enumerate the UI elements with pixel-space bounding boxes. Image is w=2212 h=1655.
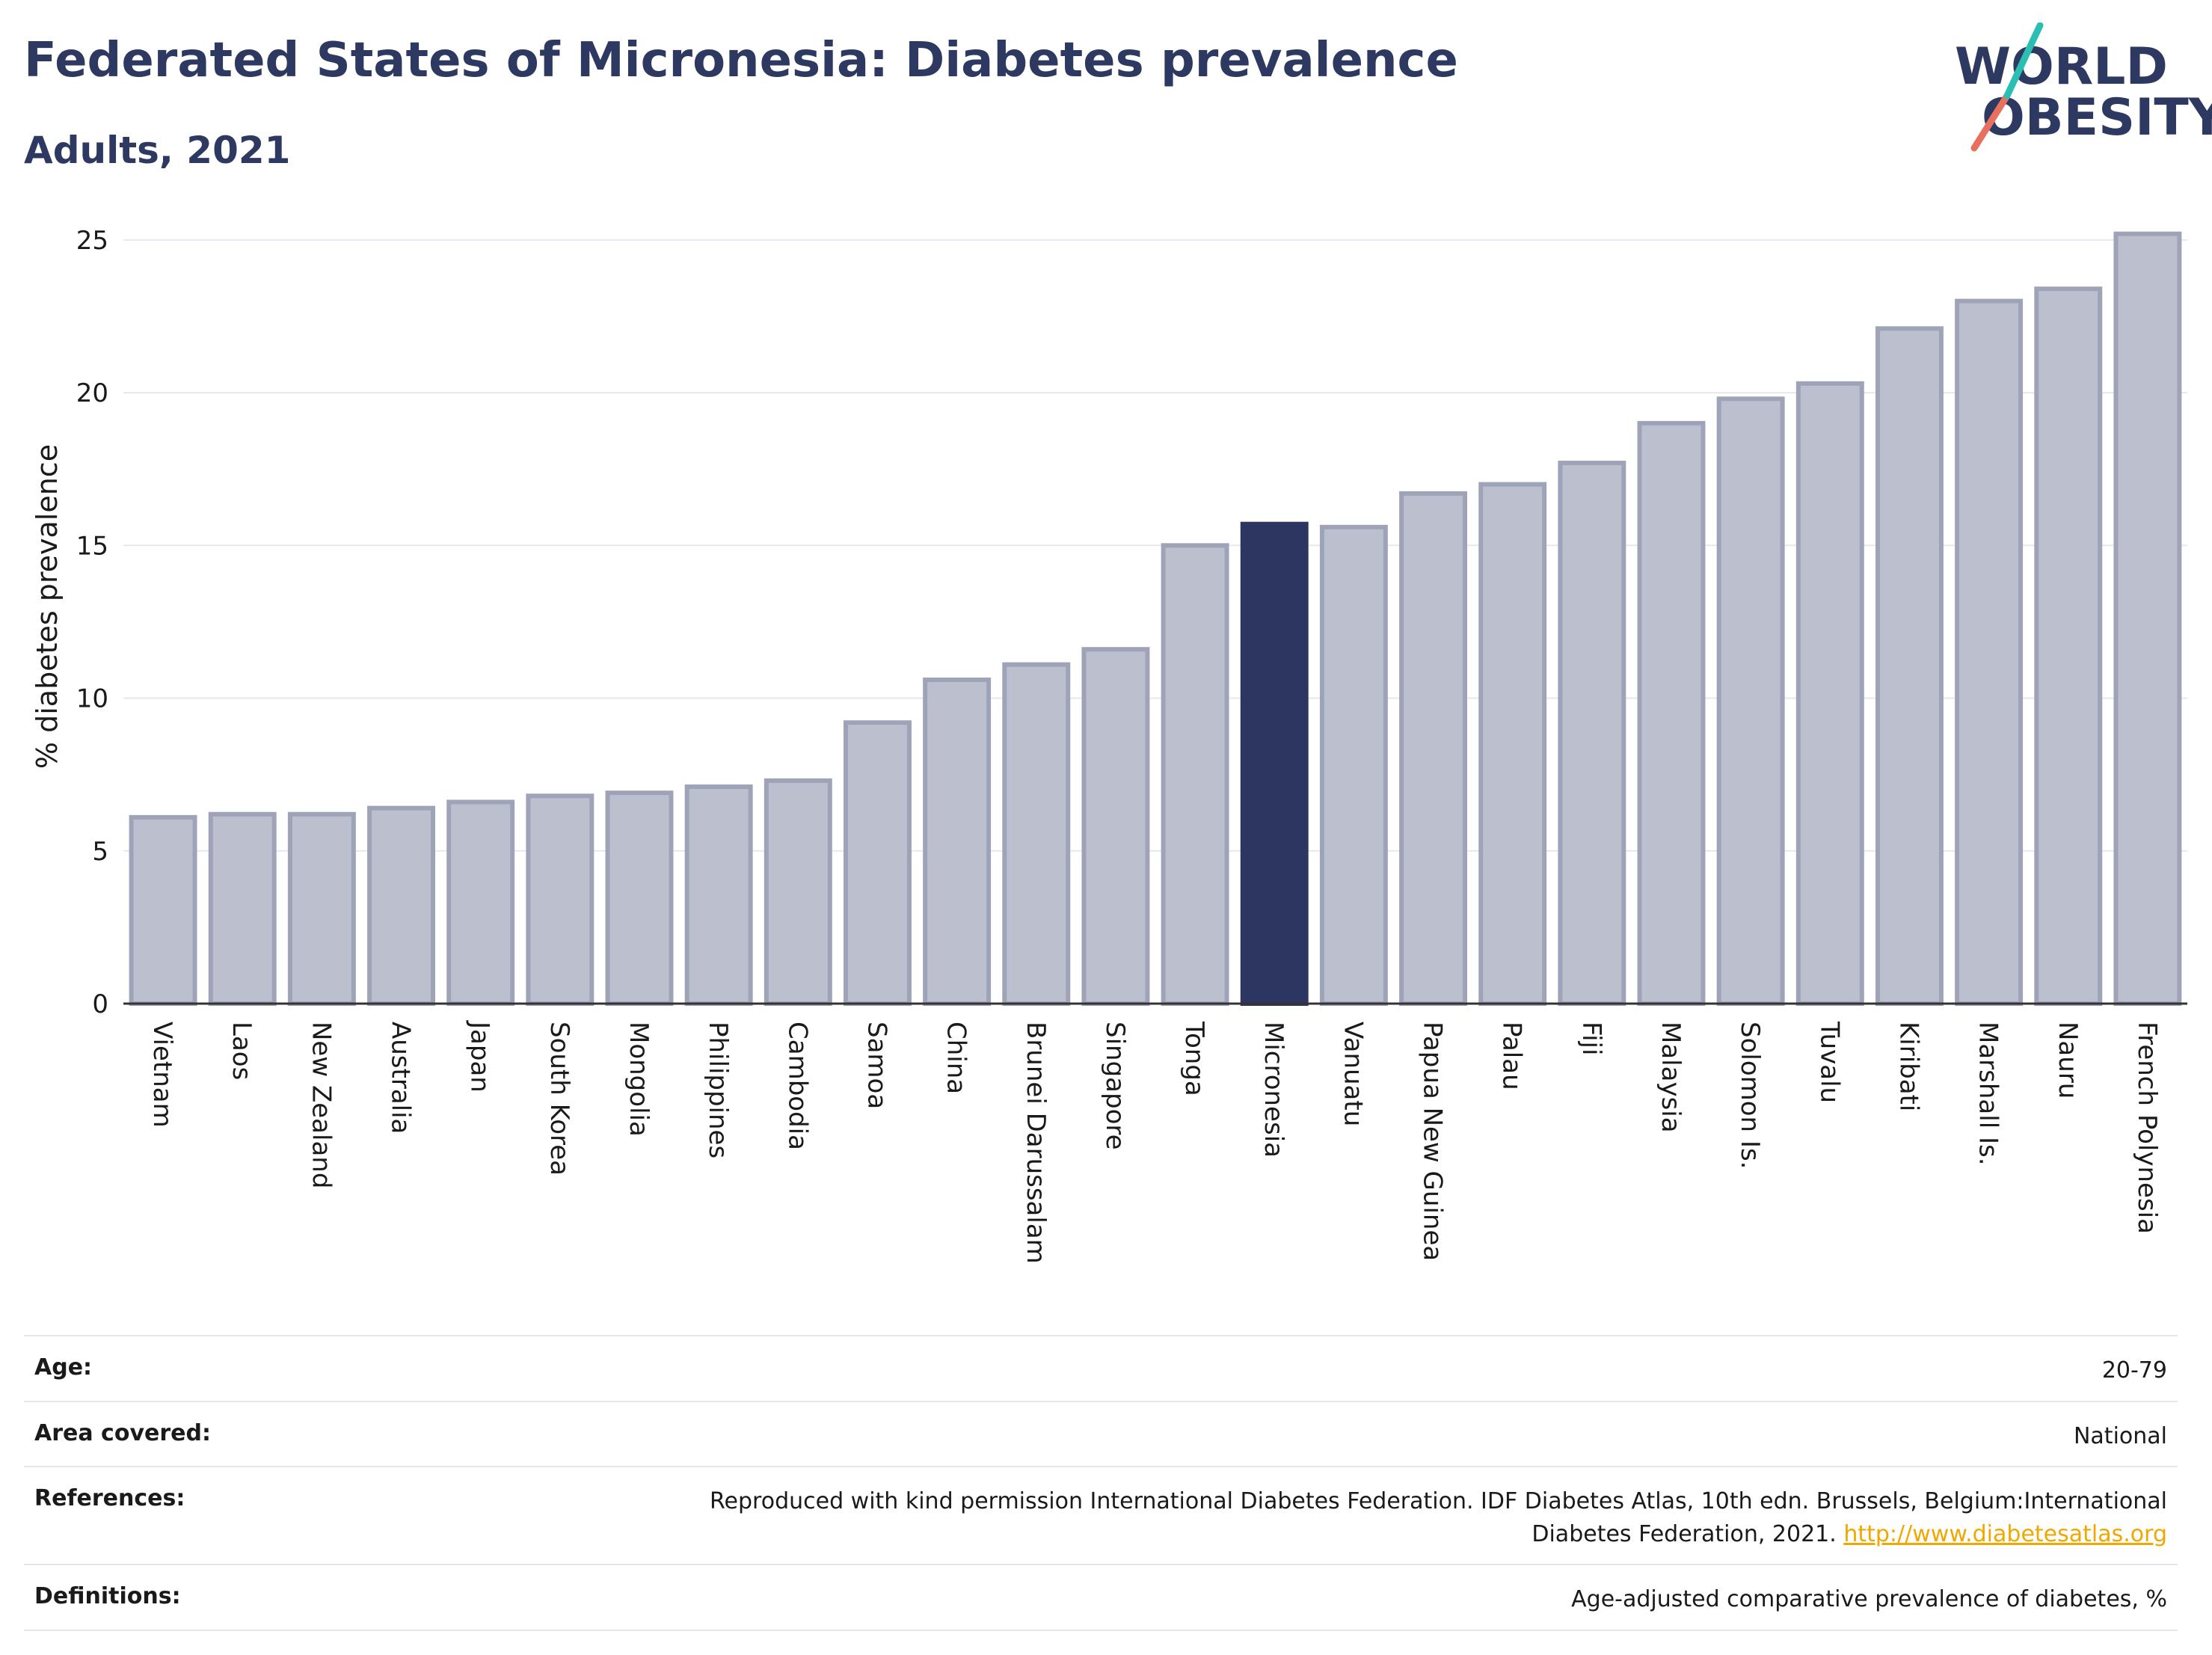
area-value: National (2073, 1422, 2167, 1449)
x-tick-label: Vanuatu (1338, 1022, 1368, 1126)
x-tick-label: Nauru (2053, 1022, 2083, 1099)
info-row-age: Age: 20-79 (24, 1335, 2178, 1401)
info-table: Age: 20-79 Area covered: National Refere… (24, 1335, 2178, 1631)
bar (1002, 662, 1071, 1006)
y-tick-label: 10 (76, 684, 108, 714)
bar (1081, 647, 1150, 1007)
x-tick-label: Tonga (1179, 1021, 1209, 1096)
bar (526, 793, 595, 1006)
logo-text-world: WORLD (1955, 37, 2168, 96)
x-tick-label: Tuvalu (1814, 1021, 1844, 1103)
bar (1875, 326, 1944, 1007)
bar (129, 814, 197, 1006)
bar-chart: 0 5 10 15 20 25 % diabetes prevalence Vietnam La… (31, 226, 2187, 1264)
bar (1558, 461, 1626, 1006)
x-tick-label: French Polynesia (2132, 1022, 2162, 1234)
x-tick-label: South Korea (544, 1022, 574, 1176)
bar (605, 790, 674, 1007)
bar (684, 784, 753, 1006)
x-tick-label: Brunei Darussalam (1021, 1022, 1051, 1264)
bar (923, 678, 992, 1006)
x-tick-label: Japan (465, 1020, 495, 1093)
y-tick-label: 5 (92, 837, 108, 867)
bar (844, 720, 912, 1006)
y-tick-label: 25 (76, 226, 108, 256)
logo-text-obesity: OBESITY (1982, 88, 2212, 147)
x-tick-label: Malaysia (1656, 1022, 1686, 1133)
references-text: Reproduced with kind permission Internat… (710, 1488, 2167, 1547)
x-tick-label: Philippines (703, 1022, 733, 1158)
x-tick-label: China (941, 1022, 971, 1094)
bar (1319, 524, 1388, 1006)
info-row-definitions: Definitions: Age-adjusted comparative pr… (24, 1564, 2178, 1631)
info-row-area: Area covered: National (24, 1400, 2178, 1467)
logo-slash-icon (1970, 22, 2044, 152)
chart-subtitle: Adults, 2021 (24, 129, 291, 172)
x-tick-label: Fiji (1576, 1022, 1606, 1055)
x-tick-label: Cambodia (782, 1022, 812, 1150)
definitions-value: Age-adjusted comparative prevalence of d… (1571, 1586, 2167, 1612)
age-label: Age: (34, 1354, 93, 1381)
bar (446, 799, 515, 1007)
y-tick-label: 15 (76, 531, 108, 561)
world-obesity-logo: WORLD OBESITY (1944, 22, 2212, 157)
bar (1161, 543, 1229, 1006)
bar (1240, 521, 1309, 1006)
references-value: Reproduced with kind permission Internat… (627, 1485, 2167, 1550)
bar (1637, 420, 1706, 1006)
definitions-label: Definitions: (34, 1583, 181, 1609)
x-tick-label: Solomon Is. (1735, 1022, 1765, 1169)
bar (287, 811, 356, 1006)
bar (2113, 231, 2182, 1007)
x-tick-label: Mongolia (624, 1022, 654, 1137)
x-tick-label: Papua New Guinea (1418, 1022, 1448, 1261)
x-tick-label: Vietnam (147, 1022, 177, 1128)
bar (208, 811, 277, 1006)
bar (1478, 482, 1547, 1007)
references-label: References: (34, 1485, 185, 1511)
info-row-references: References: Reproduced with kind permiss… (24, 1466, 2178, 1564)
bar (764, 778, 832, 1006)
y-axis-label: % diabetes prevalence (31, 444, 64, 769)
x-tick-label: Kiribati (1893, 1022, 1923, 1111)
chart-title: Federated States of Micronesia: Diabetes… (24, 33, 1458, 88)
x-tick-label: Singapore (1100, 1022, 1130, 1150)
x-tick-label: Palau (1497, 1022, 1527, 1090)
bar (1795, 381, 1864, 1007)
x-tick-label: New Zealand (306, 1022, 336, 1188)
bar (1955, 298, 2024, 1007)
y-tick-label: 20 (76, 378, 108, 408)
bar (2034, 286, 2103, 1006)
area-label: Area covered: (34, 1419, 211, 1446)
age-value: 20-79 (2101, 1357, 2167, 1384)
x-tick-label: Marshall Is. (1973, 1022, 2003, 1166)
x-tick-label: Laos (227, 1022, 256, 1080)
y-tick-label: 0 (92, 989, 108, 1019)
x-tick-label: Micronesia (1259, 1022, 1288, 1158)
x-tick-label: Australia (386, 1022, 416, 1134)
bar (1716, 396, 1785, 1006)
x-tick-label: Samoa (861, 1022, 891, 1109)
bar (1399, 491, 1467, 1007)
bar (367, 805, 436, 1006)
references-link[interactable]: http://www.diabetesatlas.org (1843, 1520, 2167, 1547)
